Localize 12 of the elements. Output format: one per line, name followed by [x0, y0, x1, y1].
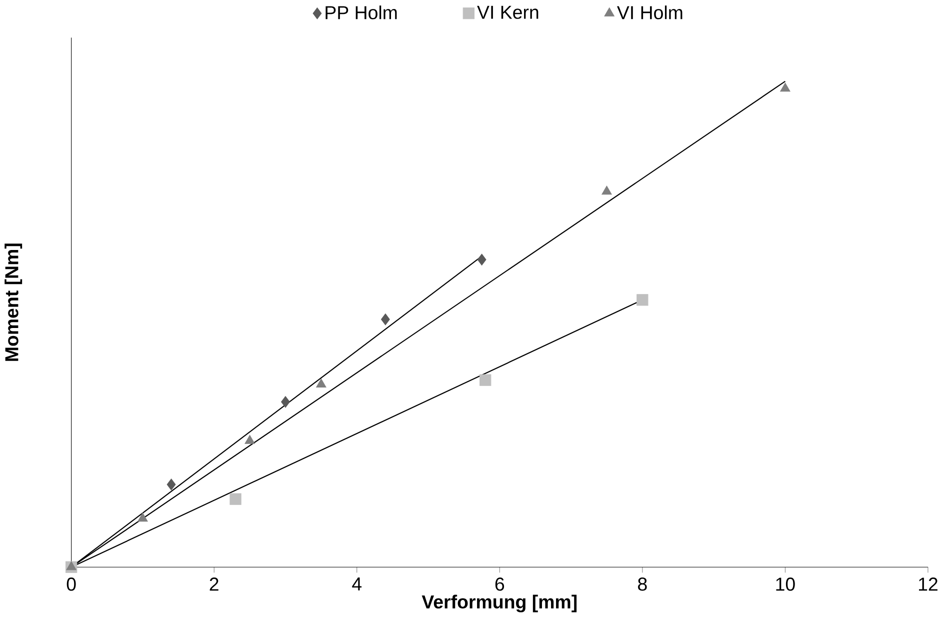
legend-label: PP Holm [326, 6, 397, 20]
x-tick-label: 0 [66, 578, 76, 591]
x-tick-label: 8 [638, 578, 647, 591]
x-tick-label: 10 [776, 578, 795, 591]
x-tick-label: 2 [210, 578, 218, 591]
x-axis-title: Verformung [mm] [422, 594, 577, 612]
legend-label: VI Holm [617, 6, 682, 20]
legend-label: VI Kern [477, 6, 538, 19]
x-tick-label: 6 [495, 578, 504, 591]
x-tick-label: 4 [352, 578, 362, 590]
x-tick-label: 12 [919, 578, 938, 591]
y-axis-title: Moment [Nm] [4, 244, 22, 361]
